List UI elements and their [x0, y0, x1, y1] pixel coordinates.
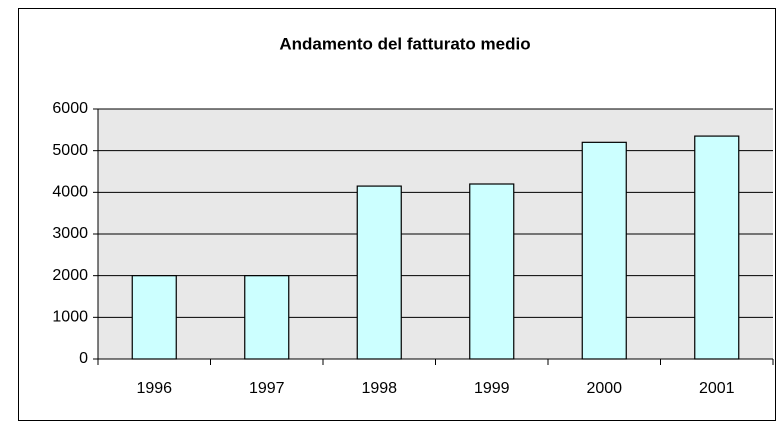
bar: [581, 141, 627, 360]
x-tick-label: 1999: [474, 380, 510, 397]
x-tick-label: 2001: [699, 380, 735, 397]
y-tick-label: 5000: [52, 142, 88, 159]
y-tick-label: 2000: [52, 267, 88, 284]
bar: [244, 275, 290, 360]
x-tick-label: 1996: [136, 380, 172, 397]
x-tick-label: 1997: [249, 380, 285, 397]
y-tick-label: 4000: [52, 184, 88, 201]
chart-title: Andamento del fatturato medio: [279, 34, 530, 53]
x-tick-label: 2000: [586, 380, 622, 397]
bar: [131, 275, 177, 360]
y-tick-label: 0: [79, 350, 88, 367]
bar: [469, 183, 515, 360]
y-tick-label: 3000: [52, 225, 88, 242]
y-tick-label: 1000: [52, 309, 88, 326]
y-tick-label: 6000: [52, 100, 88, 117]
bar: [694, 135, 740, 360]
x-tick-label: 1998: [361, 380, 397, 397]
bar: [356, 185, 402, 360]
